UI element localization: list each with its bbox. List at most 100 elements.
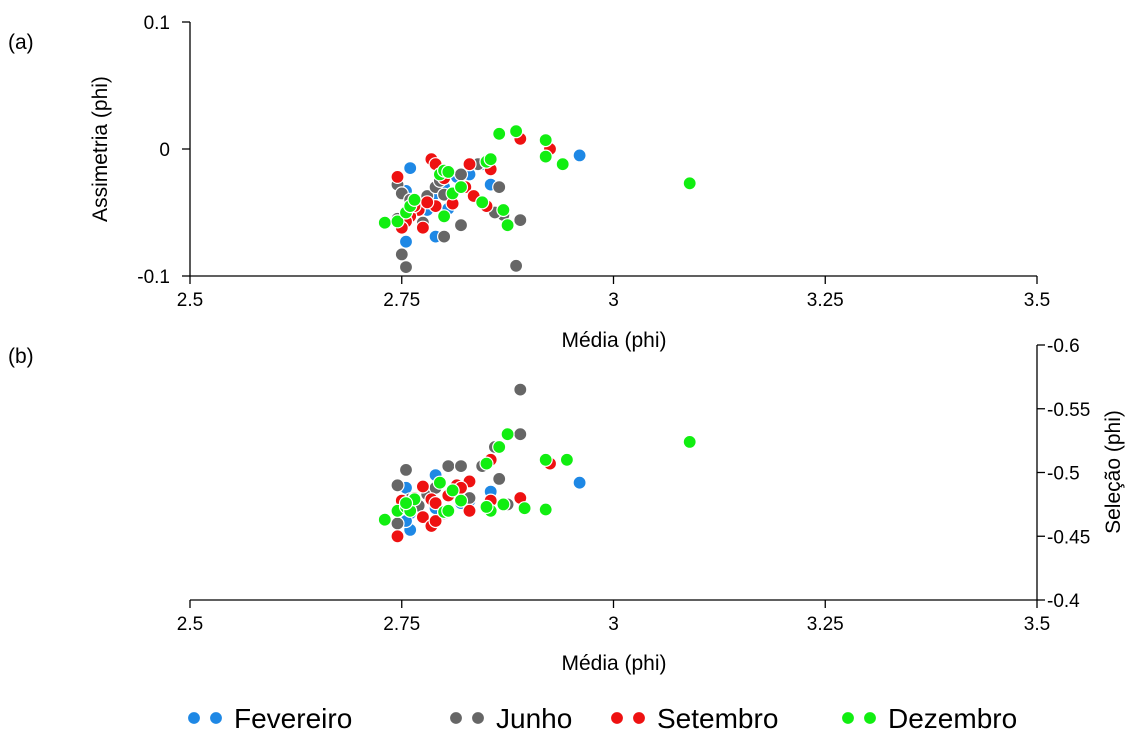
data-point <box>682 176 697 191</box>
panel-label: (b) <box>8 345 34 368</box>
data-point <box>394 247 409 262</box>
data-point <box>513 382 528 397</box>
data-point <box>432 475 447 490</box>
panel-a: (a) 2.5 2.75 3 3.25 3.5 0.1 0 -0.1 Média (phi) Ass… <box>8 13 1050 352</box>
y-tick-label: -0.6 <box>1047 336 1080 357</box>
data-point <box>492 126 507 141</box>
legend: Fevereiro Junho Setembro Dezembro <box>186 703 1017 734</box>
data-point <box>398 234 414 249</box>
data-point <box>407 192 422 207</box>
data-point <box>428 513 443 529</box>
data-point <box>437 209 452 224</box>
data-point <box>403 161 418 176</box>
x-axis-title: Média (phi) <box>561 652 666 675</box>
data-point <box>462 503 477 518</box>
data-point <box>483 152 498 167</box>
data-point <box>496 202 511 218</box>
panel-label: (a) <box>8 31 34 54</box>
x-tick-label: 2.5 <box>177 290 203 311</box>
x-tick-label: 3.25 <box>807 614 844 635</box>
data-point <box>453 180 469 195</box>
y-tick-label: -0.45 <box>1047 527 1090 548</box>
data-point <box>538 133 553 148</box>
data-point <box>479 456 494 471</box>
y-tick-label: -0.5 <box>1047 464 1080 485</box>
series-dezembro <box>377 427 697 527</box>
x-tick-label: 3.25 <box>807 290 844 311</box>
legend-marker <box>631 710 647 726</box>
y-tick-label: -0.55 <box>1047 400 1090 421</box>
x-tick-label: 2.75 <box>383 614 420 635</box>
series-dezembro <box>377 124 697 233</box>
legend-marker <box>186 710 202 726</box>
legend-label: Fevereiro <box>234 703 352 734</box>
data-point <box>555 157 570 172</box>
data-point <box>441 164 456 179</box>
legend-label: Dezembro <box>888 703 1017 734</box>
legend-item-junho: Junho <box>448 703 572 734</box>
data-point <box>492 471 507 486</box>
data-point <box>559 452 575 467</box>
data-point <box>508 258 524 273</box>
x-tick-label: 2.5 <box>177 614 203 635</box>
legend-marker <box>862 710 878 726</box>
data-point <box>398 496 414 511</box>
data-point <box>453 218 469 233</box>
data-point <box>682 434 697 449</box>
y-tick-label: -0.4 <box>1047 591 1080 612</box>
x-tick-label: 3.5 <box>1024 290 1050 311</box>
data-point <box>572 148 587 163</box>
data-point <box>390 529 405 544</box>
data-point <box>390 478 405 493</box>
legend-marker <box>208 710 224 726</box>
data-point <box>538 149 553 164</box>
y-tick-label: -0.1 <box>137 267 170 288</box>
data-point <box>390 169 405 184</box>
data-point <box>492 439 507 455</box>
data-point <box>500 427 515 442</box>
data-point <box>572 475 587 490</box>
data-point <box>517 501 532 516</box>
data-point <box>500 218 515 233</box>
legend-marker <box>609 710 625 726</box>
data-point <box>445 483 460 498</box>
data-point <box>437 229 452 244</box>
data-point <box>453 459 469 474</box>
x-tick-label: 3 <box>608 614 619 635</box>
data-point <box>390 214 405 229</box>
data-point <box>441 503 456 518</box>
x-tick-label: 2.75 <box>383 290 420 311</box>
y-tick-label: 0.1 <box>144 13 170 34</box>
data-point <box>538 452 553 467</box>
x-tick-label: 3.5 <box>1024 614 1050 635</box>
x-axis-title: Média (phi) <box>561 329 666 352</box>
y-tick-label: 0 <box>159 140 170 161</box>
y-axis-title: Assimetria (phi) <box>89 76 112 222</box>
legend-label: Setembro <box>657 703 778 734</box>
legend-marker <box>470 710 486 726</box>
data-point <box>496 497 511 512</box>
legend-label: Junho <box>496 703 572 734</box>
series-setembro <box>390 131 558 235</box>
data-point <box>441 459 456 474</box>
y-axis-title: Seleção (phi) <box>1102 410 1125 534</box>
data-point <box>377 512 392 527</box>
data-point <box>420 195 435 210</box>
panel-b: (b) 2.5 2.75 3 3.25 3.5 -0.6 -0.55 -0.5 -0.45 -0.4… <box>8 336 1125 675</box>
data-point <box>513 427 528 442</box>
data-point <box>479 499 494 514</box>
legend-marker <box>448 710 464 726</box>
data-point <box>390 516 405 531</box>
data-point <box>492 180 507 195</box>
x-tick-label: 3 <box>608 290 619 311</box>
data-point <box>508 124 524 139</box>
data-point <box>462 157 477 172</box>
data-point <box>538 502 553 517</box>
data-point <box>475 195 490 210</box>
legend-item-setembro: Setembro <box>609 703 778 734</box>
legend-item-fevereiro: Fevereiro <box>186 703 352 734</box>
data-point <box>428 496 443 511</box>
data-point <box>398 260 414 275</box>
data-point <box>415 509 430 525</box>
